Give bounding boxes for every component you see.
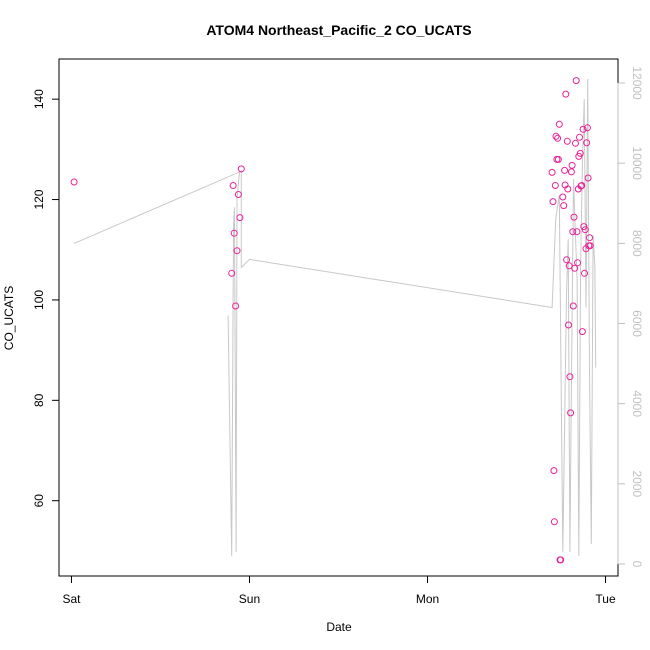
data-point [554,134,562,142]
data-point [583,139,591,147]
data-point [574,259,582,267]
secondary-y-tick-label: 4000 [630,390,644,417]
secondary-y-tick-label: 0 [630,561,644,568]
secondary-y-tick-label: 10000 [630,147,644,181]
x-tick-label: Tue [595,592,616,606]
data-point [564,185,572,193]
data-point [237,165,245,173]
data-point [583,124,591,132]
data-point [581,226,589,234]
data-point [573,228,581,236]
data-point [581,269,588,277]
data-point [565,321,572,329]
data-point [565,262,573,270]
y-tick-label: 60 [32,494,46,508]
data-point [586,234,593,242]
data-point [236,214,244,222]
data-point [228,269,236,277]
secondary-series-layer [73,78,597,557]
secondary-y-tick-label: 2000 [630,470,644,497]
data-point [234,191,242,198]
x-tick-label: Sun [239,592,260,606]
point-series-layer [70,77,594,564]
data-point [567,168,575,176]
data-point [576,149,584,157]
data-point [232,302,240,310]
data-point [579,125,587,133]
data-point [567,409,575,417]
data-point [557,556,565,564]
x-axis: Sat Sun Mon Tue [62,575,616,606]
data-point [578,182,586,189]
secondary-series-line [227,171,241,557]
x-tick-label: Sat [62,592,81,606]
data-point [562,90,570,98]
x-axis-label: Date [326,620,352,634]
data-point [563,256,571,264]
data-point [551,182,559,189]
data-point [563,137,571,145]
secondary-y-tick-label: 12000 [630,66,644,100]
x-tick-label: Mon [416,592,439,606]
data-point [550,518,558,526]
data-point [560,202,568,210]
data-point [572,77,580,85]
plot-frame [58,58,619,577]
data-point [548,168,556,176]
data-point [559,193,567,201]
secondary-series-line [73,78,597,557]
y-axis-label: CO_UCATS [2,286,16,350]
y-tick-label: 120 [32,189,46,209]
secondary-y-tick-label: 8000 [630,230,644,257]
secondary-y-tick-label: 6000 [630,310,644,337]
secondary-y-axis: 0 2000 4000 6000 8000 10000 12000 [617,66,644,568]
y-tick-label: 100 [32,290,46,310]
chart-title: ATOM4 Northeast_Pacific_2 CO_UCATS [206,22,471,38]
data-point [561,166,569,174]
data-point [70,178,78,186]
data-point [571,264,579,272]
y-axis: 60 80 100 120 140 [32,89,60,508]
data-point [552,132,560,140]
data-point [570,213,578,221]
data-point [233,247,241,255]
data-point [549,198,557,206]
data-point [569,228,577,236]
data-point [578,328,586,336]
data-point [572,139,579,147]
data-point [566,373,574,381]
data-point [569,302,577,310]
data-point [554,155,562,163]
data-point [576,133,583,141]
data-point [229,182,237,189]
data-point [555,120,563,128]
data-point [586,242,594,250]
data-point [230,229,238,237]
y-tick-label: 140 [32,89,46,109]
data-point [550,467,558,475]
data-point [568,161,576,169]
y-tick-label: 80 [32,393,46,407]
data-point [584,174,592,182]
